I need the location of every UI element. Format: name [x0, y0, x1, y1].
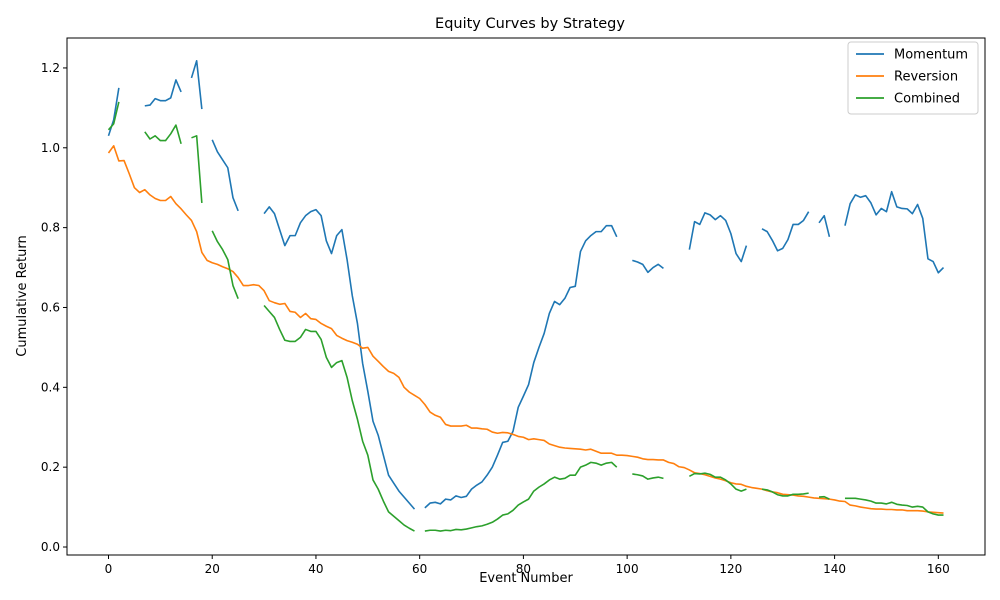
chart-title: Equity Curves by Strategy [435, 16, 625, 32]
x-axis: 0 20 40 60 80 100 120 140 160 [105, 555, 950, 576]
legend-box [847, 41, 979, 115]
plot-area: 0 20 40 60 80 100 120 140 160 0.0 0.2 0.4 0.6 0.8 1.0… [41, 37, 986, 576]
plot-background [67, 38, 985, 555]
y-tick-label: 0.2 [41, 460, 60, 474]
series-line-reversion [107, 144, 944, 514]
legend-label-momentum: Momentum [894, 48, 968, 63]
x-tick-label: 40 [308, 562, 323, 576]
x-tick-label: 20 [205, 562, 220, 576]
plot-frame [66, 37, 986, 556]
y-axis: 0.0 0.2 0.4 0.6 0.8 1.0 1.2 [41, 61, 67, 554]
y-tick-label: 1.2 [41, 61, 60, 75]
x-axis-label: Event Number [479, 571, 573, 586]
series-layer [107, 59, 945, 532]
x-tick-label: 60 [412, 562, 427, 576]
x-tick-label: 100 [616, 562, 639, 576]
legend-label-reversion: Reversion [894, 70, 958, 85]
legend-label-combined: Combined [894, 92, 960, 107]
y-tick-label: 0.8 [41, 221, 60, 235]
y-tick-label: 1.0 [41, 141, 60, 155]
x-tick-label: 80 [516, 562, 531, 576]
x-tick-label: 0 [105, 562, 113, 576]
y-tick-label: 0.4 [41, 380, 60, 394]
series-line-momentum [107, 59, 945, 510]
x-tick-label: 120 [719, 562, 742, 576]
x-tick-label: 160 [927, 562, 950, 576]
y-tick-label: 0.0 [41, 540, 60, 554]
x-tick-label: 140 [823, 562, 846, 576]
y-tick-label: 0.6 [41, 300, 60, 314]
legend: Momentum Reversion Combined [847, 41, 979, 115]
series-line-combined [107, 101, 944, 532]
y-axis-label: Cumulative Return [15, 235, 30, 356]
